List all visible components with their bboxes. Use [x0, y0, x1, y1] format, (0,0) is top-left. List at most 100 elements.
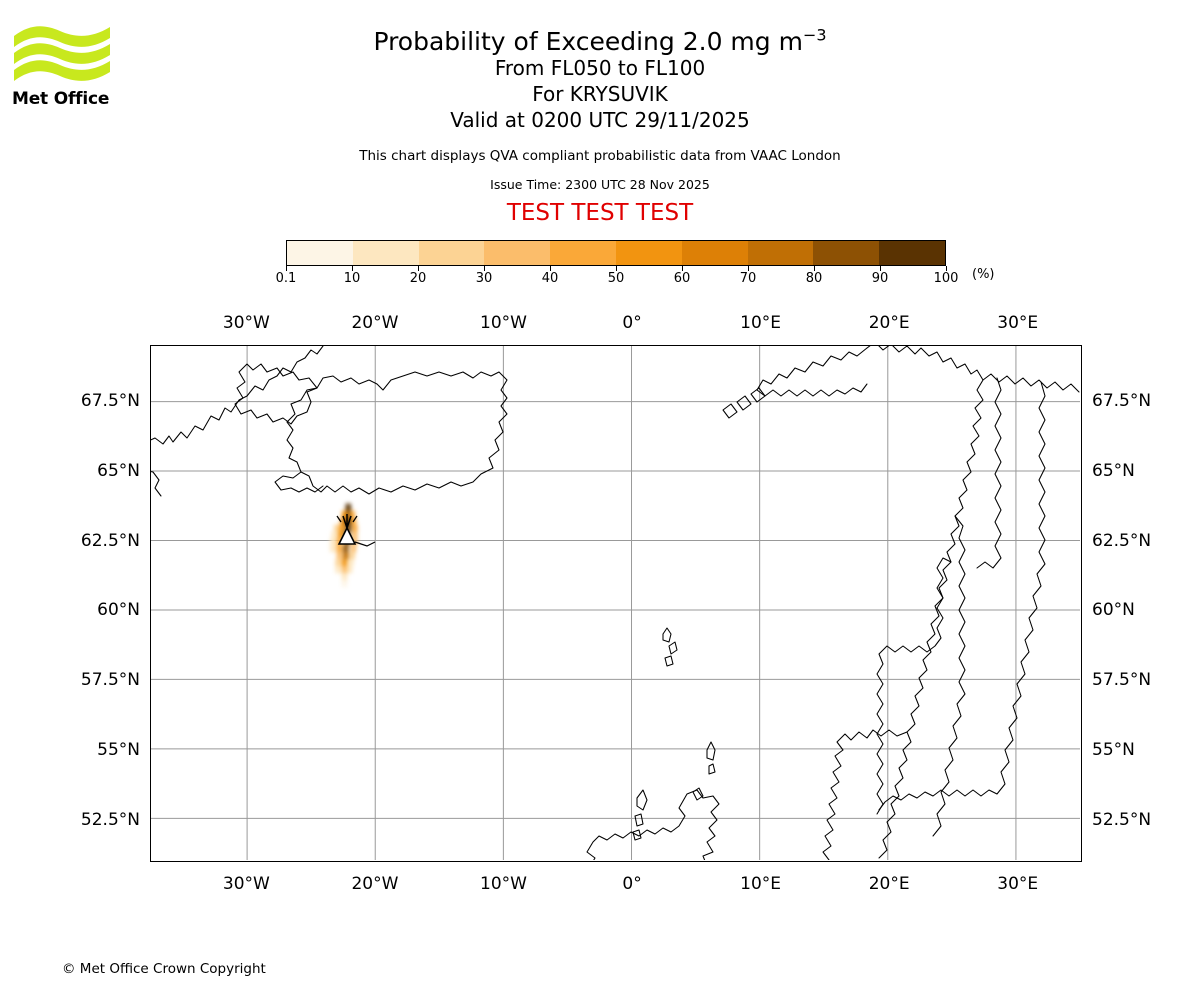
lon-label-top-5: 20°E	[868, 313, 910, 333]
valid-time-subtitle: Valid at 0200 UTC 29/11/2025	[450, 108, 750, 132]
lon-label-bottom-1: 20°W	[351, 874, 399, 894]
page-title: Probability of Exceeding 2.0 mg m−3	[0, 25, 1200, 56]
map-canvas	[151, 346, 1080, 860]
chart-title-block: Probability of Exceeding 2.0 mg m−3 From…	[0, 0, 1200, 226]
plume-cell-2	[341, 510, 348, 518]
colorbar-tick-10	[946, 266, 947, 271]
colorbar-band-0	[287, 241, 353, 265]
plume-cell-19	[343, 545, 349, 553]
lat-label-left-3: 60°N	[97, 600, 140, 621]
lat-label-right-0: 52.5°N	[1092, 810, 1152, 831]
plume-cell-20	[336, 545, 343, 553]
plume-cell-25	[349, 552, 355, 560]
colorbar-band-6	[681, 241, 748, 265]
map-gridlines	[151, 346, 1080, 860]
lat-label-right-5: 65°N	[1092, 460, 1135, 481]
plume-cell-29	[341, 566, 348, 574]
colorbar-tick-8	[814, 266, 815, 271]
lat-label-left-0: 52.5°N	[80, 810, 140, 831]
colorbar-tick-4	[550, 266, 551, 271]
plume-cell-10	[334, 524, 340, 532]
lon-label-top-3: 0°	[622, 313, 642, 333]
colorbar-band-8	[813, 241, 880, 265]
plume-cell-8	[339, 524, 345, 532]
colorbar-tick-1	[352, 266, 353, 271]
colorbar-band-9	[879, 241, 945, 265]
colorbar-tick-label-3: 30	[475, 271, 493, 286]
plume-cell-24	[336, 552, 343, 560]
lat-label-right-3: 60°N	[1092, 600, 1135, 621]
colorbar-band-1	[352, 241, 419, 265]
colorbar-band-7	[747, 241, 814, 265]
lon-label-top-1: 20°W	[351, 313, 399, 333]
colorbar-tick-label-1: 10	[343, 271, 361, 286]
plume-cell-32	[341, 573, 348, 581]
plume-cell-12	[337, 531, 344, 539]
colorbar-unit-label: (%)	[972, 267, 995, 282]
colorbar-band-3	[484, 241, 551, 265]
colorbar-band-2	[418, 241, 485, 265]
met-office-wave-icon	[14, 26, 110, 81]
plume-cell-0	[345, 503, 352, 511]
plume-cell-22	[330, 545, 336, 553]
lon-label-bottom-4: 10°E	[740, 874, 782, 894]
plume-cell-7	[345, 524, 352, 532]
colorbar-tick-label-6: 60	[673, 271, 691, 286]
plume-cell-27	[335, 559, 341, 567]
lat-label-right-2: 57.5°N	[1092, 670, 1152, 691]
met-office-logo: Met Office	[12, 22, 112, 112]
lon-label-bottom-2: 10°W	[480, 874, 527, 894]
lon-label-bottom-6: 30°E	[997, 874, 1039, 894]
colorbar-tick-label-9: 90	[871, 271, 889, 286]
colorbar-band-4	[550, 241, 616, 265]
colorbar-tick-label-0: 0.1	[275, 271, 297, 286]
colorbar-tick-0	[286, 266, 287, 271]
plume-cell-9	[352, 524, 358, 532]
lat-label-left-5: 65°N	[97, 460, 140, 481]
lat-label-left-2: 57.5°N	[80, 670, 140, 691]
lat-label-left-6: 67.5°N	[80, 390, 140, 411]
map-plot-area[interactable]	[150, 345, 1082, 862]
lon-label-bottom-5: 20°E	[868, 874, 910, 894]
lon-label-top-2: 10°W	[480, 313, 527, 333]
plume-cell-3	[349, 510, 355, 518]
colorbar-tick-2	[418, 266, 419, 271]
colorbar-tick-9	[880, 266, 881, 271]
colorbar-band-5	[615, 241, 682, 265]
colorbar-tick-label-10: 100	[933, 271, 959, 286]
plume-cell-23	[343, 552, 349, 560]
colorbar-tick-label-7: 70	[739, 271, 757, 286]
lat-label-left-4: 62.5°N	[80, 530, 140, 551]
colorbar-tick-3	[484, 266, 485, 271]
plume-cell-4	[345, 517, 352, 525]
plume-cell-14	[331, 531, 337, 539]
plume-cell-26	[341, 559, 348, 567]
issue-time: Issue Time: 2300 UTC 28 Nov 2025	[490, 177, 710, 192]
lat-label-left-1: 55°N	[97, 740, 140, 761]
page-title-text: Probability of Exceeding 2.0 mg m	[373, 27, 803, 56]
plume-cell-31	[346, 566, 353, 574]
probability-colorbar: 0.1 10 20 30 40 50 60 70 80 90 100	[276, 240, 958, 286]
lon-label-top-0: 30°W	[222, 313, 270, 333]
lat-label-right-6: 67.5°N	[1092, 390, 1152, 411]
lat-label-right-1: 55°N	[1092, 740, 1135, 761]
page-title-exponent: −3	[802, 25, 827, 45]
colorbar-tick-6	[682, 266, 683, 271]
plume-cell-28	[348, 559, 354, 567]
colorbar-tick-5	[616, 266, 617, 271]
lat-label-right-4: 62.5°N	[1092, 530, 1152, 551]
lon-label-bottom-3: 0°	[622, 874, 642, 894]
krysuvik-volcano-marker	[336, 514, 376, 547]
flight-level-subtitle: From FL050 to FL100	[494, 56, 706, 80]
plume-cell-30	[335, 566, 341, 574]
colorbar-tick-label-2: 20	[409, 271, 427, 286]
lon-label-top-6: 30°E	[997, 313, 1039, 333]
plume-cell-13	[352, 531, 358, 539]
lon-label-bottom-0: 30°W	[222, 874, 270, 894]
plume-cell-33	[341, 580, 348, 588]
plume-cell-1	[345, 510, 352, 518]
copyright-notice: © Met Office Crown Copyright	[62, 961, 266, 977]
colorbar-tick-7	[748, 266, 749, 271]
plume-cell-5	[340, 517, 346, 525]
qva-note: This chart displays QVA compliant probab…	[359, 148, 841, 164]
